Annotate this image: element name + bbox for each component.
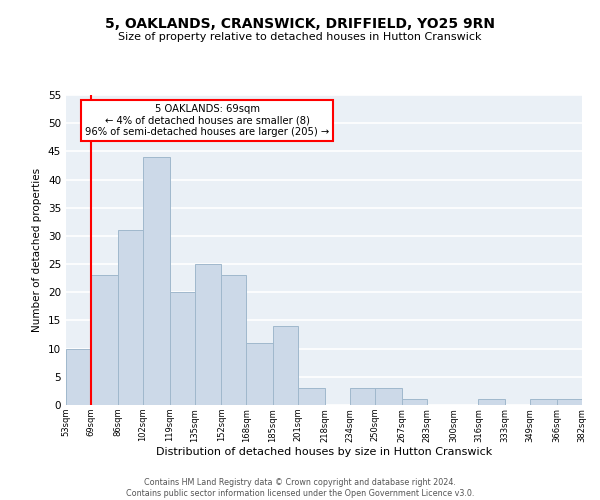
Bar [170,292,194,405]
Text: 5 OAKLANDS: 69sqm
← 4% of detached houses are smaller (8)
96% of semi-detached h: 5 OAKLANDS: 69sqm ← 4% of detached house… [85,104,329,137]
Text: 5, OAKLANDS, CRANSWICK, DRIFFIELD, YO25 9RN: 5, OAKLANDS, CRANSWICK, DRIFFIELD, YO25 … [105,18,495,32]
Bar [247,343,273,405]
Bar [375,388,401,405]
Bar [401,400,427,405]
Bar [530,400,557,405]
Bar [298,388,325,405]
Bar [91,276,118,405]
X-axis label: Distribution of detached houses by size in Hutton Cranswick: Distribution of detached houses by size … [156,448,492,458]
Bar [143,157,170,405]
Text: Contains HM Land Registry data © Crown copyright and database right 2024.
Contai: Contains HM Land Registry data © Crown c… [126,478,474,498]
Y-axis label: Number of detached properties: Number of detached properties [32,168,43,332]
Text: Size of property relative to detached houses in Hutton Cranswick: Size of property relative to detached ho… [118,32,482,42]
Bar [478,400,505,405]
Bar [118,230,143,405]
Bar [557,400,582,405]
Bar [66,348,91,405]
Bar [273,326,298,405]
Bar [194,264,221,405]
Bar [350,388,375,405]
Bar [221,276,247,405]
